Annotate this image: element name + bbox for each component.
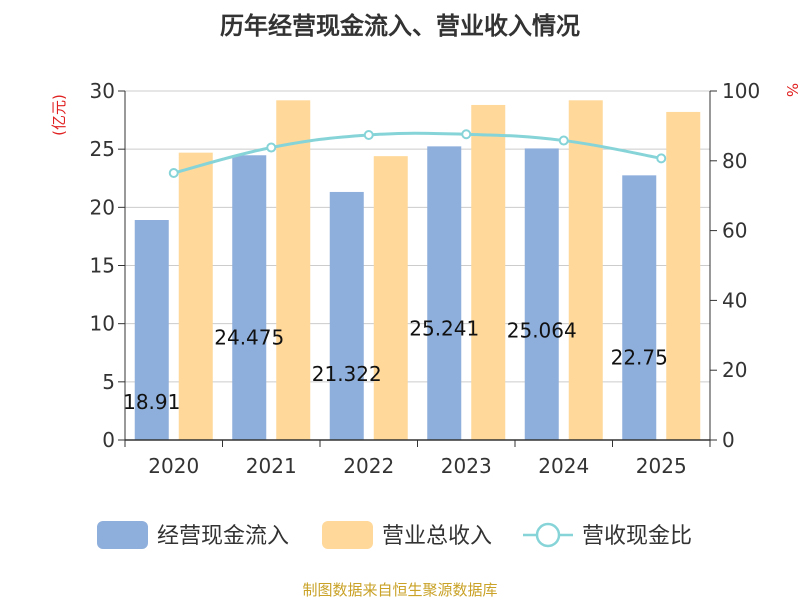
left-tick-label: 0: [102, 428, 115, 452]
legend-marker-ratio: [535, 522, 561, 548]
left-tick-label: 25: [90, 137, 115, 161]
bar-cash-inflow: [232, 155, 267, 440]
bar-cash-inflow: [329, 191, 364, 440]
left-axis-unit: (亿元): [50, 94, 68, 136]
source-note: 制图数据来自恒生聚源数据库: [302, 581, 498, 599]
data-label-cash-inflow: 21.322: [312, 362, 382, 386]
right-tick-label: 60: [722, 219, 747, 243]
x-tick-label: 2025: [636, 454, 687, 478]
ratio-point: [168, 168, 179, 179]
bar-revenue: [178, 152, 213, 440]
left-tick-label: 20: [90, 195, 115, 219]
right-tick-label: 40: [722, 288, 747, 312]
bar-cash-inflow: [524, 148, 559, 441]
data-labels: 18.91 24.475 21.322 25.241 25.064 22.75: [123, 316, 668, 414]
ratio-point: [656, 153, 667, 164]
legend-label-revenue: 营业总收入: [382, 524, 492, 549]
ratio-point: [461, 129, 472, 140]
data-label-cash-inflow: 25.241: [409, 316, 479, 340]
left-tick-label: 10: [90, 312, 115, 336]
bar-revenue: [276, 100, 311, 440]
legend-swatch-revenue: [322, 521, 373, 549]
right-tick-label: 20: [722, 358, 747, 382]
left-tick-label: 5: [102, 370, 115, 394]
ratio-line: [168, 129, 667, 179]
x-tick-label: 2020: [148, 454, 199, 478]
data-label-cash-inflow: 22.75: [611, 345, 668, 369]
ratio-point: [363, 129, 374, 140]
right-tick-label: 0: [722, 428, 735, 452]
right-axis-unit: %: [783, 83, 800, 97]
x-tick-label: 2024: [538, 454, 589, 478]
ratio-line-path: [173, 131, 662, 175]
x-tick-label: 2021: [246, 454, 297, 478]
bar-cash-inflow: [134, 220, 169, 440]
data-label-cash-inflow: 25.064: [507, 318, 577, 342]
bar-cash-inflow: [622, 175, 657, 440]
right-tick-label: 80: [722, 149, 747, 173]
bar-revenue: [666, 111, 701, 440]
legend-label-ratio: 营收现金比: [582, 524, 692, 549]
ratio-point: [266, 142, 277, 153]
x-tick-label: 2022: [343, 454, 394, 478]
bar-revenue: [568, 100, 603, 440]
left-tick-label: 15: [90, 254, 115, 278]
legend-swatch-cash-inflow: [97, 521, 148, 549]
bar-revenue: [373, 156, 408, 440]
x-tick-label: 2023: [441, 454, 492, 478]
legend: 经营现金流入 营业总收入 营收现金比: [97, 521, 692, 549]
bar-revenue: [471, 104, 506, 441]
data-label-cash-inflow: 18.91: [123, 390, 180, 414]
bars: [134, 100, 701, 441]
legend-label-cash-inflow: 经营现金流入: [157, 524, 289, 549]
gridlines: [125, 90, 710, 383]
ratio-point: [558, 135, 569, 146]
bar-cash-inflow: [427, 146, 462, 440]
right-tick-label: 100: [722, 79, 760, 103]
data-label-cash-inflow: 24.475: [214, 325, 284, 349]
chart-title: 历年经营现金流入、营业收入情况: [220, 12, 580, 40]
left-tick-label: 30: [90, 79, 115, 103]
